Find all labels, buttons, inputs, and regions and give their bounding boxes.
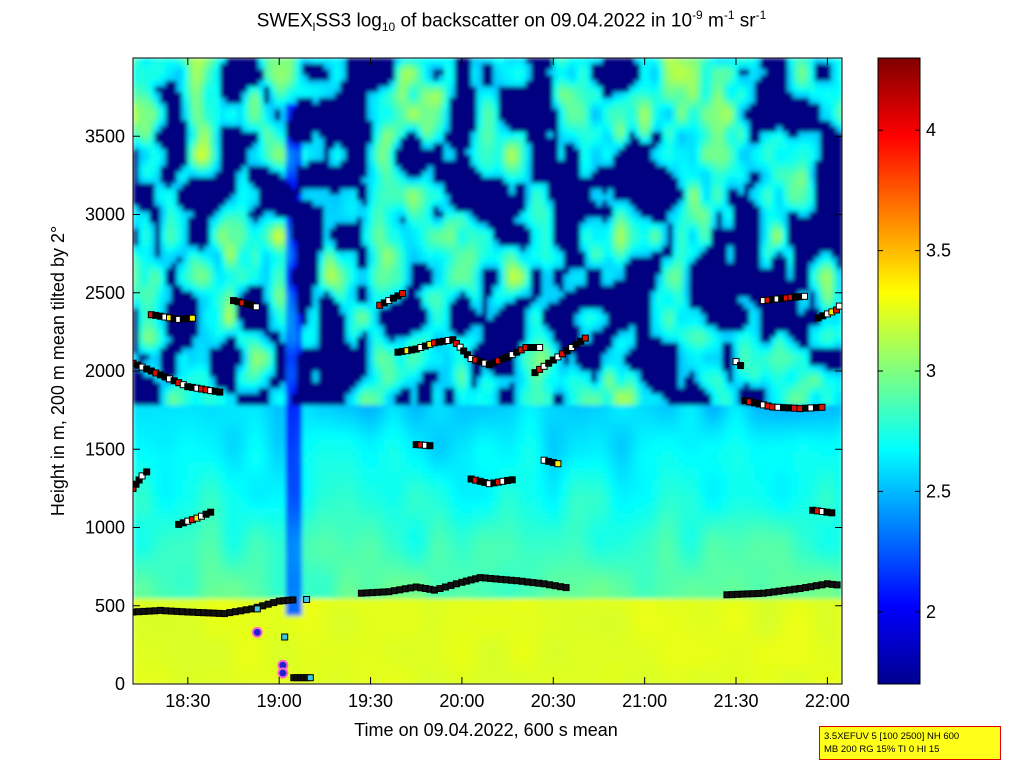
cloud-base-marker (216, 388, 224, 396)
x-tick-label: 21:00 (622, 691, 667, 711)
special-marker (253, 605, 261, 613)
cloud-base-marker (188, 314, 196, 322)
mixing-layer-marker (562, 584, 570, 592)
y-tick-label: 3000 (85, 205, 125, 225)
cloud-base-marker (138, 472, 146, 480)
chart-title: SWEXlSS3 log10 of backscatter on 09.04.2… (256, 8, 767, 35)
cloud-base-marker (426, 442, 434, 450)
y-axis-label: Height in m, 200 m mean tilted by 2° (48, 226, 68, 516)
cloud-base-marker (732, 358, 740, 366)
cloud-base-marker (554, 460, 562, 468)
cloud-base-marker (536, 344, 544, 351)
special-marker (251, 626, 263, 638)
cloud-base-marker (581, 334, 589, 342)
cloud-base-marker (399, 290, 406, 297)
mixing-layer-marker (289, 596, 297, 604)
cloud-base-marker (818, 403, 826, 411)
info-line-1: 3.5XEFUV 5 [100 2500] NH 600 (824, 731, 960, 742)
colorbar-tick-label: 3.5 (926, 241, 951, 261)
colorbar-tick-label: 2.5 (926, 481, 951, 501)
y-tick-label: 2500 (85, 283, 125, 303)
cloud-base-marker (463, 351, 471, 359)
colorbar-tick-label: 3 (926, 361, 936, 381)
y-axis: 0 500 1000 1500 2000 2500 3000 3500 (85, 126, 842, 694)
special-marker (303, 596, 311, 603)
x-tick-label: 19:30 (348, 691, 393, 711)
cloud-base-marker (133, 484, 137, 492)
cloud-base-marker (801, 292, 808, 300)
cloud-base-marker (460, 347, 468, 355)
special-marker (281, 633, 289, 641)
cloud-base-marker (143, 468, 151, 476)
y-tick-label: 0 (115, 674, 125, 694)
cloud-base-marker (508, 476, 516, 484)
y-tick-label: 2000 (85, 361, 125, 381)
colorbar-tick-label: 2 (926, 602, 936, 622)
surface-marker (306, 674, 314, 682)
y-tick-label: 1000 (85, 518, 125, 538)
cloud-base-marker (828, 509, 836, 517)
x-tick-label: 21:30 (713, 691, 758, 711)
cloud-base-marker (835, 302, 842, 310)
processing-info-box: 3.5XEFUV 5 [100 2500] NH 600 MB 200 RG 1… (819, 726, 1001, 760)
special-marker (277, 667, 289, 679)
cloud-base-marker (207, 508, 215, 516)
marker-layer (133, 290, 842, 682)
y-tick-label: 500 (95, 596, 125, 616)
y-tick-label: 3500 (85, 126, 125, 146)
colorbar-axis: 2 2.5 3 3.5 4 (878, 120, 951, 622)
mixing-layer-marker (833, 581, 841, 589)
cloud-base-marker (449, 336, 457, 344)
cloud-base-marker (737, 362, 745, 369)
backscatter-heatmap (133, 58, 842, 684)
cloud-base-marker (252, 303, 260, 311)
x-tick-label: 19:00 (257, 691, 302, 711)
x-tick-label: 20:30 (531, 691, 576, 711)
x-tick-label: 18:30 (165, 691, 210, 711)
x-axis: 18:30 19:00 19:30 20:00 20:30 21:00 21:30 22:00 (165, 58, 850, 711)
info-line-2: MB 200 RG 15% TI 0 HI 15 (824, 744, 940, 755)
y-tick-label: 1500 (85, 439, 125, 459)
x-axis-label: Time on 09.04.2022, 600 s mean (354, 720, 618, 740)
cloud-base-marker (456, 343, 464, 351)
colorbar (877, 57, 921, 685)
colorbar-tick-label: 4 (926, 120, 936, 140)
x-tick-label: 22:00 (805, 691, 850, 711)
cloud-base-marker (452, 340, 460, 347)
x-tick-label: 20:00 (439, 691, 484, 711)
